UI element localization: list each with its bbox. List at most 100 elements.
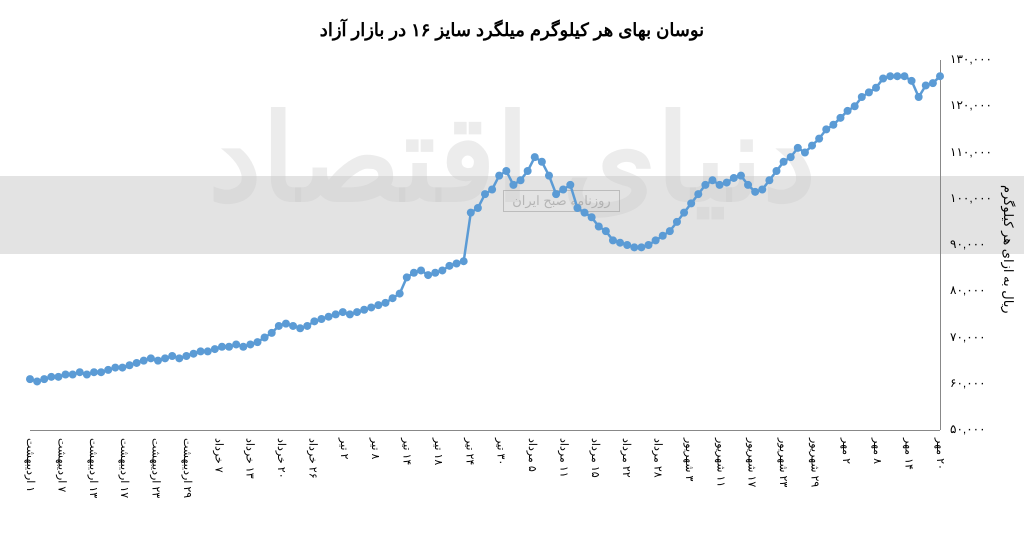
data-point bbox=[182, 352, 190, 360]
data-point bbox=[573, 204, 581, 212]
data-point bbox=[772, 167, 780, 175]
data-point bbox=[126, 361, 134, 369]
data-point bbox=[566, 181, 574, 189]
data-point bbox=[204, 347, 212, 355]
data-point bbox=[332, 310, 340, 318]
data-point bbox=[680, 209, 688, 217]
data-point bbox=[858, 93, 866, 101]
data-point bbox=[76, 368, 84, 376]
data-point bbox=[460, 257, 468, 265]
data-point bbox=[374, 301, 382, 309]
data-point bbox=[225, 343, 233, 351]
data-point bbox=[822, 125, 830, 133]
data-point bbox=[197, 347, 205, 355]
data-point bbox=[758, 186, 766, 194]
data-point bbox=[922, 81, 930, 89]
data-point bbox=[908, 77, 916, 85]
data-point bbox=[40, 375, 48, 383]
data-point bbox=[609, 236, 617, 244]
data-point bbox=[218, 343, 226, 351]
data-point bbox=[673, 218, 681, 226]
data-point bbox=[929, 79, 937, 87]
data-point bbox=[645, 241, 653, 249]
data-point bbox=[851, 102, 859, 110]
data-point bbox=[836, 114, 844, 122]
data-point bbox=[716, 181, 724, 189]
data-point bbox=[417, 266, 425, 274]
data-point bbox=[623, 241, 631, 249]
data-point bbox=[431, 269, 439, 277]
data-point bbox=[33, 377, 41, 385]
data-point bbox=[360, 306, 368, 314]
data-point bbox=[190, 350, 198, 358]
data-point bbox=[325, 313, 333, 321]
data-point bbox=[709, 176, 717, 184]
data-point bbox=[652, 236, 660, 244]
data-point bbox=[844, 107, 852, 115]
data-point bbox=[545, 172, 553, 180]
data-point bbox=[865, 88, 873, 96]
data-point bbox=[211, 345, 219, 353]
data-point bbox=[303, 322, 311, 330]
data-point bbox=[474, 204, 482, 212]
data-point bbox=[246, 340, 254, 348]
data-point bbox=[723, 179, 731, 187]
data-point bbox=[893, 72, 901, 80]
data-point bbox=[581, 209, 589, 217]
data-point bbox=[509, 181, 517, 189]
data-point bbox=[97, 368, 105, 376]
data-point bbox=[133, 359, 141, 367]
data-point bbox=[296, 324, 304, 332]
data-point bbox=[481, 190, 489, 198]
data-point bbox=[915, 93, 923, 101]
data-point bbox=[268, 329, 276, 337]
data-point bbox=[879, 75, 887, 83]
data-point bbox=[737, 172, 745, 180]
data-point bbox=[161, 354, 169, 362]
data-point bbox=[282, 320, 290, 328]
data-point bbox=[317, 315, 325, 323]
data-point bbox=[794, 144, 802, 152]
data-point bbox=[787, 153, 795, 161]
data-point bbox=[389, 294, 397, 302]
data-point bbox=[310, 317, 318, 325]
data-point bbox=[90, 368, 98, 376]
data-point bbox=[538, 158, 546, 166]
data-point bbox=[438, 266, 446, 274]
data-point bbox=[445, 262, 453, 270]
data-point bbox=[666, 227, 674, 235]
data-point bbox=[751, 188, 759, 196]
data-point bbox=[54, 373, 62, 381]
data-point bbox=[517, 176, 525, 184]
data-point bbox=[232, 340, 240, 348]
data-point bbox=[403, 273, 411, 281]
data-point bbox=[168, 352, 176, 360]
data-point bbox=[765, 176, 773, 184]
data-point bbox=[801, 149, 809, 157]
data-point bbox=[488, 186, 496, 194]
chart-container: نوسان بهای هر کیلوگرم میلگرد سایز ۱۶ در … bbox=[0, 0, 1024, 552]
data-point bbox=[275, 322, 283, 330]
data-point bbox=[829, 121, 837, 129]
data-point bbox=[936, 72, 944, 80]
data-point bbox=[616, 239, 624, 247]
data-point bbox=[694, 190, 702, 198]
data-point bbox=[900, 72, 908, 80]
data-point bbox=[659, 232, 667, 240]
data-point bbox=[381, 299, 389, 307]
data-point bbox=[886, 72, 894, 80]
data-point bbox=[140, 357, 148, 365]
price-line bbox=[30, 76, 940, 381]
data-point bbox=[701, 181, 709, 189]
data-point bbox=[239, 343, 247, 351]
data-point bbox=[808, 142, 816, 150]
data-point bbox=[602, 227, 610, 235]
data-point bbox=[687, 199, 695, 207]
data-point bbox=[254, 338, 262, 346]
data-point bbox=[410, 269, 418, 277]
line-chart bbox=[0, 0, 1024, 552]
data-point bbox=[154, 357, 162, 365]
data-point bbox=[531, 153, 539, 161]
data-point bbox=[730, 174, 738, 182]
data-point bbox=[502, 167, 510, 175]
